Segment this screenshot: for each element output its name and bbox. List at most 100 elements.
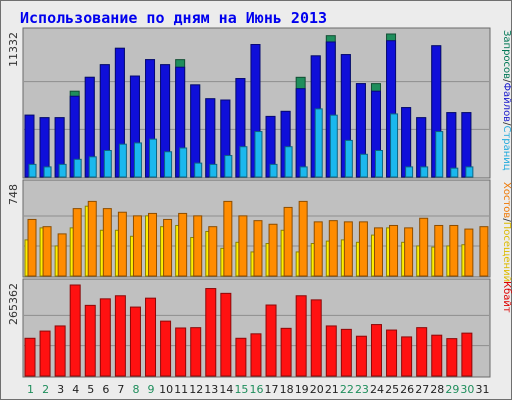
day-label-14: 14 [219, 383, 233, 396]
day-label-25: 25 [385, 383, 399, 396]
series-side-label-part: / [501, 218, 512, 222]
y-max-label: 11332 [7, 32, 20, 67]
bar-Страниц-day-3 [58, 163, 67, 178]
bar-Хостов-day-30 [464, 228, 474, 277]
bar-Кбайт-day-13 [205, 288, 217, 377]
bar-Кбайт-day-7 [114, 295, 126, 377]
bar-Кбайт-day-5 [84, 304, 96, 377]
day-label-10: 10 [159, 383, 173, 396]
day-label-11: 11 [174, 383, 188, 396]
bar-Хостов-day-24 [373, 227, 383, 277]
series-side-label: Кбайт [501, 281, 512, 313]
day-label-5: 5 [87, 383, 94, 396]
bar-Кбайт-day-6 [99, 298, 111, 377]
bar-Файлов-day-29 [446, 112, 457, 178]
day-label-9: 9 [148, 383, 155, 396]
day-label-13: 13 [204, 383, 218, 396]
bar-Кбайт-day-26 [401, 336, 413, 377]
bar-Страниц-day-5 [88, 156, 97, 178]
bar-Кбайт-day-30 [461, 332, 473, 377]
series-side-label: Запросов/Файлов/Страниц [501, 30, 512, 171]
day-label-23: 23 [355, 383, 369, 396]
bar-Файлов-day-19 [295, 88, 306, 178]
bar-Кбайт-day-23 [355, 335, 367, 377]
bar-Хостов-day-19 [298, 200, 308, 277]
day-label-4: 4 [72, 383, 79, 396]
bar-Кбайт-day-27 [416, 327, 428, 377]
bar-Страниц-day-6 [103, 150, 112, 178]
day-label-17: 17 [265, 383, 279, 396]
bar-Хостов-day-17 [268, 223, 278, 277]
bar-Страниц-day-25 [390, 113, 399, 178]
day-label-7: 7 [117, 383, 124, 396]
day-label-8: 8 [132, 383, 139, 396]
day-label-19: 19 [295, 383, 309, 396]
bar-Хостов-day-12 [193, 215, 203, 277]
bar-Кбайт-day-16 [250, 333, 262, 377]
bar-Кбайт-day-28 [431, 334, 443, 377]
bar-Страниц-day-14 [224, 155, 233, 178]
day-label-26: 26 [400, 383, 414, 396]
y-max-label: 265362 [7, 283, 20, 325]
bar-Кбайт-day-8 [129, 306, 141, 377]
bar-Страниц-day-10 [164, 151, 173, 178]
bar-Кбайт-day-25 [386, 329, 398, 377]
bar-Кбайт-day-17 [265, 304, 277, 377]
series-side-label: Хостов/Посещений [501, 182, 512, 282]
series-side-label-part: / [501, 122, 512, 126]
bar-Страниц-day-8 [133, 142, 142, 178]
day-label-27: 27 [415, 383, 429, 396]
day-label-21: 21 [325, 383, 339, 396]
bar-Хостов-day-4 [72, 208, 82, 277]
day-label-18: 18 [280, 383, 294, 396]
panel-visits: 748 Хостов/Посещений [7, 179, 512, 282]
bar-Хостов-day-13 [208, 226, 218, 277]
bar-Страниц-day-26 [405, 166, 414, 178]
bar-Кбайт-day-11 [175, 327, 187, 377]
bar-Хостов-day-8 [132, 215, 142, 277]
bar-Страниц-day-18 [284, 146, 293, 178]
bar-Страниц-day-19 [299, 166, 308, 178]
bar-Страниц-day-22 [344, 139, 353, 178]
bar-Хостов-day-23 [358, 221, 368, 277]
day-label-22: 22 [340, 383, 354, 396]
bar-Кбайт-day-22 [340, 328, 352, 377]
bar-Кбайт-day-15 [235, 337, 247, 377]
series-side-label-part: Хостов [501, 182, 512, 218]
bar-Хостов-day-14 [223, 200, 233, 277]
day-label-16: 16 [250, 383, 264, 396]
bar-Хостов-day-9 [148, 212, 158, 277]
bar-Страниц-day-21 [329, 114, 338, 178]
day-label-28: 28 [430, 383, 444, 396]
bar-Кбайт-day-24 [370, 324, 382, 377]
bar-Хостов-day-2 [42, 226, 52, 277]
bar-Страниц-day-28 [435, 131, 444, 178]
bar-Хостов-day-20 [313, 221, 323, 277]
bar-Кбайт-day-29 [446, 338, 458, 377]
bar-Хостов-day-5 [87, 200, 97, 277]
bar-Хостов-day-3 [57, 233, 67, 277]
panel-traffic: 265362 Кбайт [7, 278, 512, 378]
bar-Хостов-day-28 [434, 224, 444, 277]
bar-Хостов-day-21 [328, 220, 338, 277]
bar-Кбайт-day-10 [160, 320, 172, 377]
bar-Страниц-day-4 [73, 158, 82, 178]
bar-Хостов-day-31 [479, 226, 489, 277]
bar-Хостов-day-27 [419, 217, 429, 277]
series-side-label-part: Посещений [501, 222, 512, 282]
bar-Кбайт-day-2 [39, 330, 51, 377]
bar-Страниц-day-1 [28, 163, 37, 178]
day-label-15: 15 [234, 383, 248, 396]
series-side-label-part: Файлов [501, 82, 512, 122]
y-max-label: 748 [7, 184, 20, 205]
bar-Страниц-day-27 [420, 166, 429, 178]
bar-Страниц-day-30 [465, 166, 474, 178]
bar-Хостов-day-6 [102, 208, 112, 277]
day-label-30: 30 [460, 383, 474, 396]
bar-Хостов-day-15 [238, 215, 248, 277]
bar-Страниц-day-13 [209, 163, 218, 178]
bar-Кбайт-day-21 [325, 325, 337, 377]
bar-Страниц-day-9 [149, 138, 158, 178]
